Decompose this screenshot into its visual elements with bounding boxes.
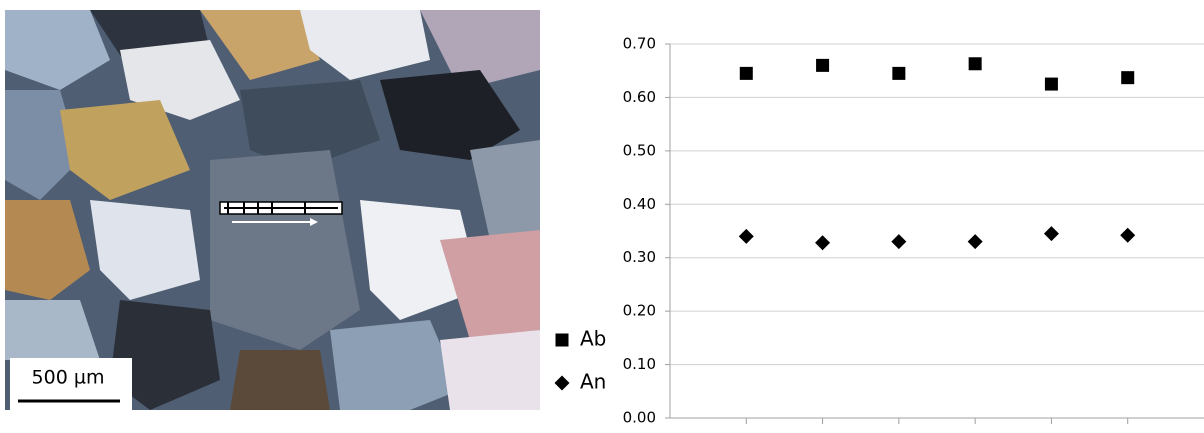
legend-label: Ab [580, 327, 606, 351]
y-tick-label: 0.40 [623, 195, 656, 213]
y-tick-label: 0.10 [623, 355, 656, 373]
micrograph: 500 µm [5, 10, 540, 410]
y-tick-label: 0.70 [623, 35, 656, 53]
chart: 0.00 0.10 0.20 0.30 0.40 0.50 0.60 0.70 Ab An [555, 35, 1204, 427]
point [739, 229, 754, 244]
y-tick-label: 0.30 [623, 248, 656, 266]
y-tick-label: 0.50 [623, 141, 656, 159]
point [1121, 71, 1134, 84]
legend-marker [556, 334, 569, 347]
legend-label: An [580, 370, 606, 394]
point [816, 59, 829, 72]
point [891, 234, 906, 249]
y-tick-label: 0.00 [623, 409, 656, 427]
legend-marker [555, 376, 570, 391]
y-tick-label: 0.60 [623, 88, 656, 106]
point [815, 235, 830, 250]
point [892, 67, 905, 80]
y-tick-label: 0.20 [623, 302, 656, 320]
point [969, 57, 982, 70]
point [1044, 226, 1059, 241]
scale-bar-label: 500 µm [32, 367, 105, 389]
point [968, 234, 983, 249]
point [1120, 228, 1135, 243]
point [740, 67, 753, 80]
point [1045, 78, 1058, 91]
